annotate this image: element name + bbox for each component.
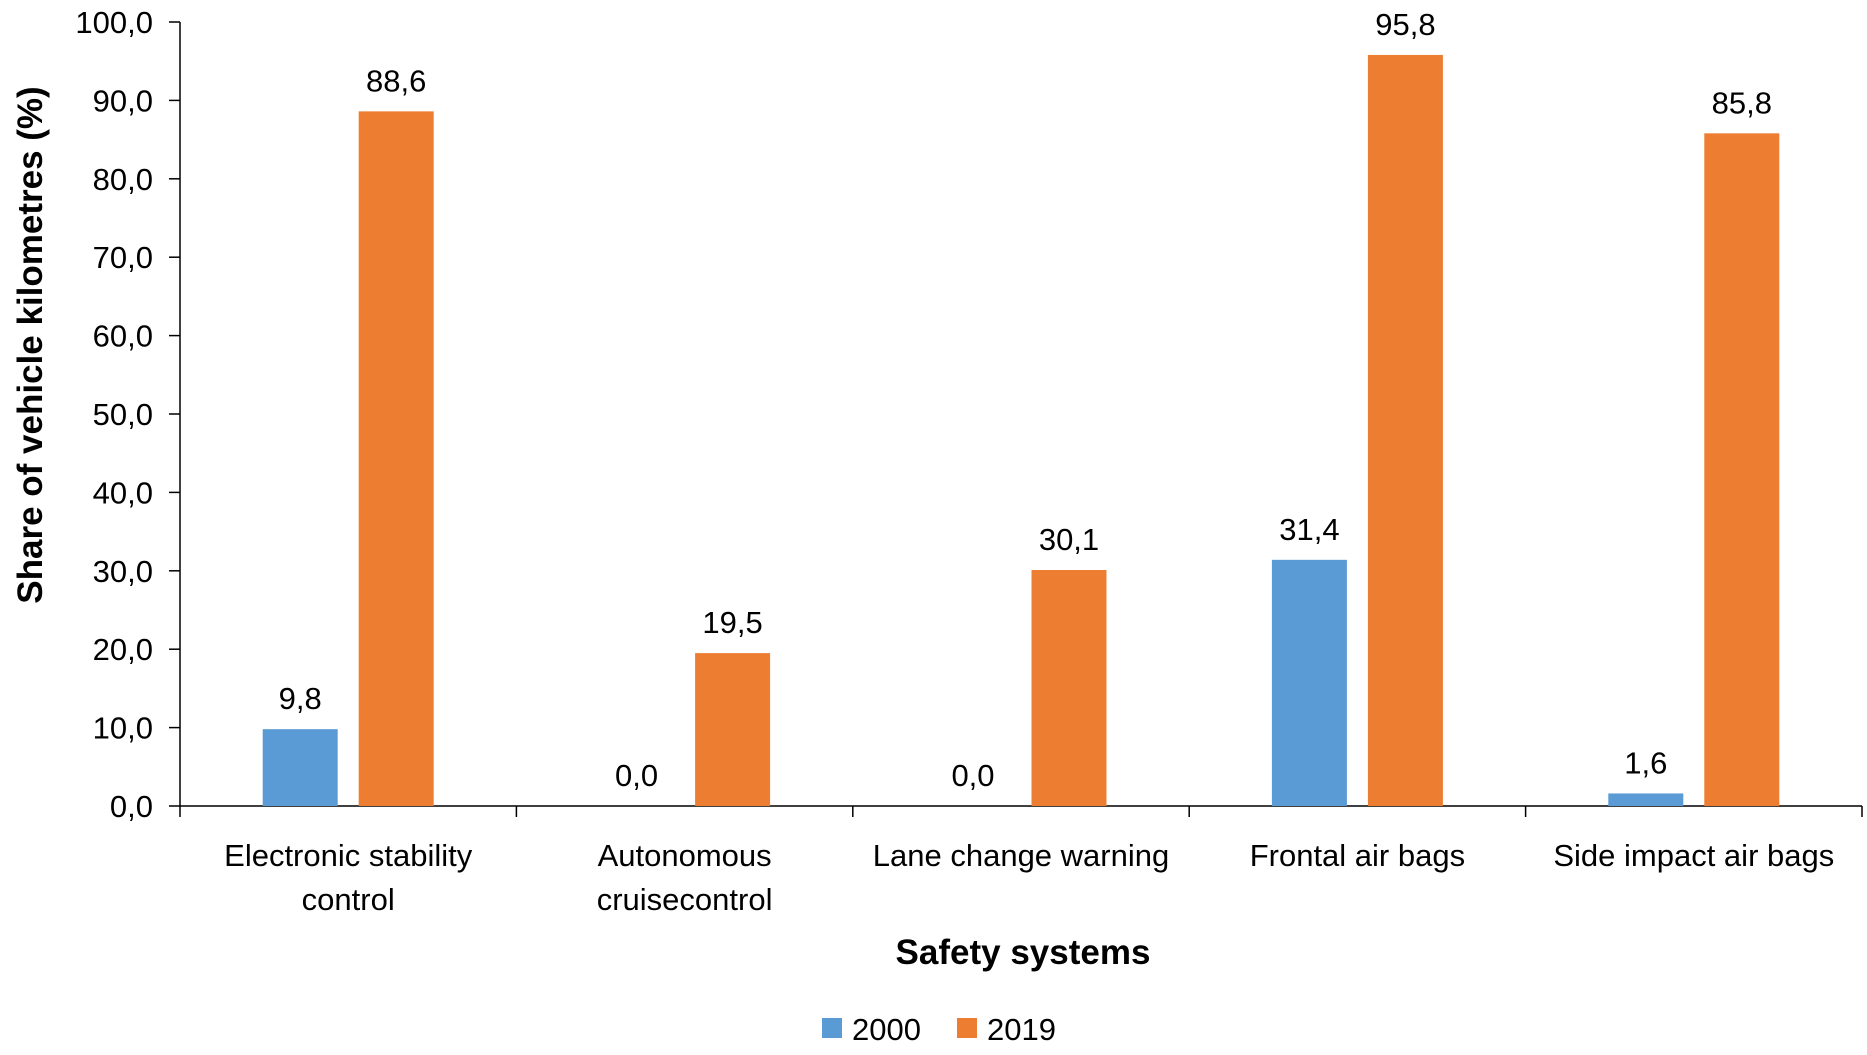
data-label-2019-1: 19,5 xyxy=(702,605,762,640)
y-tick-label: 60,0 xyxy=(93,319,153,354)
y-tick-label: 40,0 xyxy=(93,475,153,510)
y-tick-label: 10,0 xyxy=(93,711,153,746)
legend: 2000 2019 xyxy=(822,1012,1056,1047)
bar-2000-0 xyxy=(262,729,338,806)
y-tick-label: 20,0 xyxy=(93,632,153,667)
data-label-2000-0: 9,8 xyxy=(279,681,322,716)
y-tick-label: 0,0 xyxy=(110,789,153,824)
bar-2019-1 xyxy=(695,653,771,806)
data-label-2019-2: 30,1 xyxy=(1039,522,1099,557)
y-tick-label: 90,0 xyxy=(93,83,153,118)
bar-2019-0 xyxy=(358,111,434,807)
category-label: cruisecontrol xyxy=(597,882,773,917)
legend-swatch-2019 xyxy=(957,1018,977,1038)
data-label-2019-3: 95,8 xyxy=(1375,7,1435,42)
data-label-2000-2: 0,0 xyxy=(951,758,994,793)
category-label: Frontal air bags xyxy=(1250,838,1465,873)
data-label-2019-4: 85,8 xyxy=(1712,85,1772,120)
data-label-2000-3: 31,4 xyxy=(1279,512,1339,547)
data-label-2019-0: 88,6 xyxy=(366,63,426,98)
x-axis xyxy=(179,805,1863,817)
category-label: Autonomous xyxy=(598,838,772,873)
legend-swatch-2000 xyxy=(822,1018,842,1038)
y-tick-label: 30,0 xyxy=(93,554,153,589)
data-label-2000-1: 0,0 xyxy=(615,758,658,793)
y-tick-label: 80,0 xyxy=(93,162,153,197)
y-tick-label: 70,0 xyxy=(93,240,153,275)
bar-2019-3 xyxy=(1367,54,1443,807)
category-label: control xyxy=(302,882,395,917)
category-label: Electronic stability xyxy=(224,838,473,873)
y-axis: 0,0 10,0 20,0 30,0 40,0 50,0 60,0 70,0 80,0 90,0 1… xyxy=(75,5,181,824)
y-axis-title: Share of vehicle kilometres (%) xyxy=(11,86,50,603)
category-labels-group: Electronic stability control Autonomous cru… xyxy=(224,838,1834,917)
bar-2000-3 xyxy=(1271,559,1347,806)
data-labels-group: 9,8 0,0 0,0 31,4 1,6 88,6 19,5 30,1 95,8 85,8 xyxy=(279,7,1772,793)
category-label: Side impact air bags xyxy=(1553,838,1834,873)
y-tick-label: 100,0 xyxy=(75,5,153,40)
legend-label-2000: 2000 xyxy=(852,1012,921,1047)
data-label-2000-4: 1,6 xyxy=(1624,745,1667,780)
bar-2019-4 xyxy=(1704,133,1780,806)
bar-2019-2 xyxy=(1031,570,1107,806)
bar-2000-4 xyxy=(1608,793,1684,806)
legend-label-2019: 2019 xyxy=(987,1012,1056,1047)
y-tick-label: 50,0 xyxy=(93,397,153,432)
category-label: Lane change warning xyxy=(873,838,1169,873)
x-axis-title: Safety systems xyxy=(896,933,1151,972)
bars-group xyxy=(262,54,1780,807)
